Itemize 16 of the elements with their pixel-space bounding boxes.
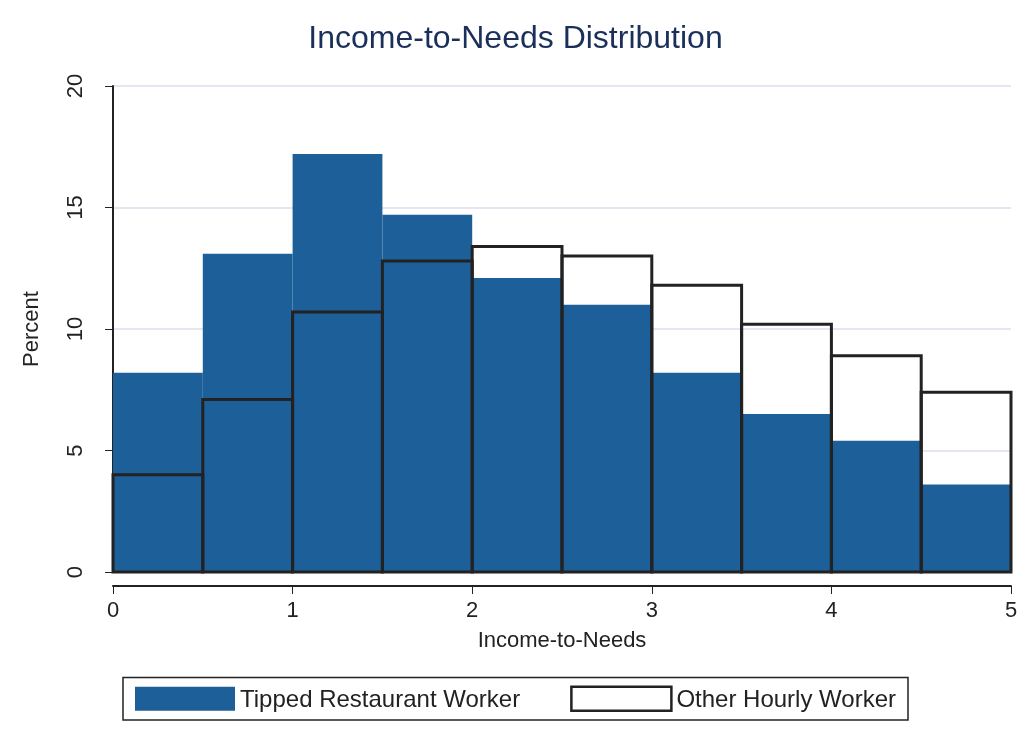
y-tick-label: 20: [61, 73, 87, 99]
y-axis-title: Percent: [17, 291, 43, 367]
x-tick-label: 3: [645, 596, 658, 622]
legend-label: Tipped Restaurant Worker: [240, 685, 521, 713]
x-tick-label: 2: [466, 596, 479, 622]
x-tick-label: 0: [106, 596, 120, 622]
x-tick-label: 4: [825, 596, 838, 622]
y-tick-label: 10: [61, 316, 87, 342]
y-tick-label: 15: [61, 195, 87, 220]
x-tick-label: 5: [1004, 596, 1018, 622]
y-tick-label: 5: [61, 444, 87, 457]
chart-title: Income-to-Needs Distribution: [308, 19, 723, 55]
x-tick-label: 1: [286, 596, 299, 622]
x-axis-title: Income-to-Needs: [477, 626, 647, 652]
y-tick-label: 0: [61, 565, 87, 579]
legend-label: Other Hourly Worker: [676, 685, 896, 713]
